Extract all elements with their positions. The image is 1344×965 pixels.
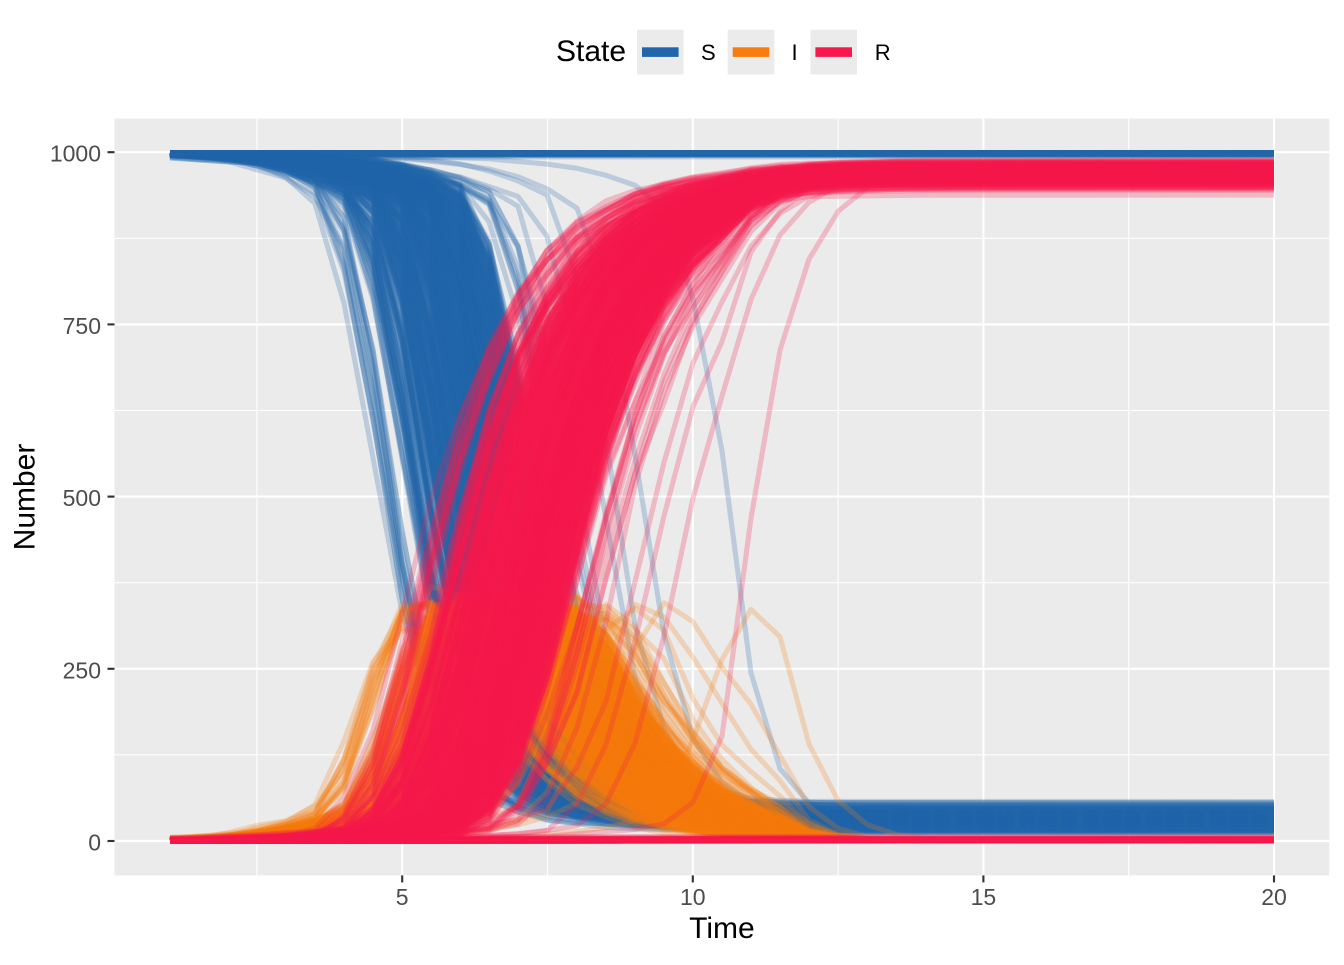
svg-text:State: State (556, 35, 626, 68)
svg-text:S: S (701, 40, 716, 65)
svg-text:Number: Number (9, 444, 42, 551)
svg-text:Time: Time (689, 912, 755, 945)
svg-text:250: 250 (63, 657, 101, 683)
svg-text:750: 750 (63, 313, 101, 339)
svg-text:I: I (792, 40, 798, 65)
svg-text:R: R (875, 40, 891, 65)
svg-text:10: 10 (680, 884, 706, 910)
svg-text:1000: 1000 (50, 141, 101, 167)
svg-text:15: 15 (971, 884, 997, 910)
svg-text:500: 500 (63, 485, 101, 511)
svg-text:20: 20 (1261, 884, 1287, 910)
svg-text:0: 0 (88, 830, 101, 856)
svg-text:5: 5 (396, 884, 409, 910)
